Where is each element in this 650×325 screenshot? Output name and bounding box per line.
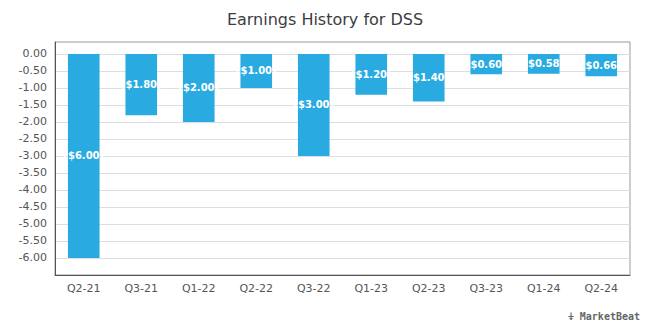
svg-text:Earnings History for DSS: Earnings History for DSS (227, 10, 423, 29)
svg-text:0.00: 0.00 (23, 47, 48, 60)
svg-text:($6.00): ($6.00) (63, 150, 104, 161)
svg-text:Q2-23: Q2-23 (412, 282, 446, 295)
svg-text:Q2-21: Q2-21 (67, 282, 101, 295)
svg-text:⍖ MarketBeat: ⍖ MarketBeat (568, 311, 640, 322)
svg-text:-2.50: -2.50 (19, 132, 47, 145)
svg-text:-4.00: -4.00 (19, 183, 47, 196)
svg-text:-6.00: -6.00 (19, 251, 47, 264)
svg-text:Q3-22: Q3-22 (297, 282, 331, 295)
svg-text:-1.00: -1.00 (19, 81, 47, 94)
svg-text:($0.66): ($0.66) (581, 60, 622, 71)
svg-text:($1.00): ($1.00) (236, 65, 277, 76)
svg-text:($1.20): ($1.20) (351, 69, 392, 80)
svg-text:-5.50: -5.50 (19, 234, 47, 247)
svg-text:Q3-23: Q3-23 (469, 282, 503, 295)
svg-text:-4.50: -4.50 (19, 200, 47, 213)
svg-text:-3.00: -3.00 (19, 149, 47, 162)
svg-text:Q2-22: Q2-22 (239, 282, 273, 295)
svg-text:($1.40): ($1.40) (408, 72, 449, 83)
svg-text:-3.50: -3.50 (19, 166, 47, 179)
svg-text:($3.00): ($3.00) (293, 99, 334, 110)
svg-text:($2.00): ($2.00) (178, 82, 219, 93)
svg-text:-1.50: -1.50 (19, 98, 47, 111)
svg-text:($1.80): ($1.80) (121, 79, 162, 90)
svg-text:Q2-24: Q2-24 (584, 282, 618, 295)
svg-text:Q3-21: Q3-21 (124, 282, 158, 295)
svg-text:($0.60): ($0.60) (466, 59, 507, 70)
svg-text:($0.58): ($0.58) (523, 58, 564, 69)
svg-text:-5.00: -5.00 (19, 217, 47, 230)
svg-text:-0.50: -0.50 (19, 64, 47, 77)
svg-text:Q1-22: Q1-22 (182, 282, 216, 295)
svg-text:-2.00: -2.00 (19, 115, 47, 128)
svg-text:Q1-24: Q1-24 (527, 282, 561, 295)
svg-text:Q1-23: Q1-23 (354, 282, 388, 295)
